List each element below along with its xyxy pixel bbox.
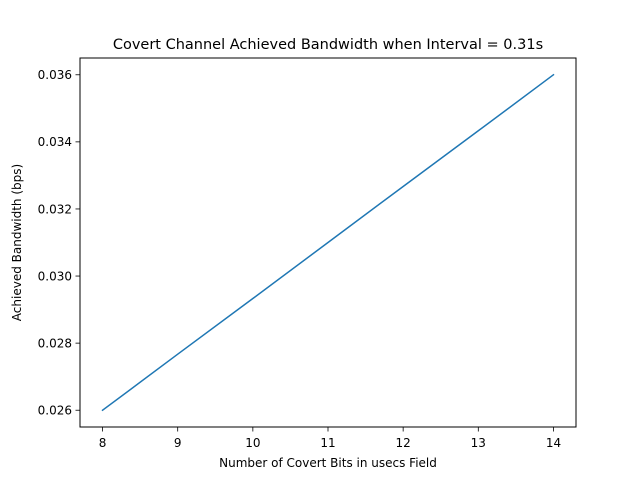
- y-tick-label: 0.028: [38, 336, 72, 350]
- x-axis-label: Number of Covert Bits in usecs Field: [219, 456, 437, 470]
- x-tick-label: 12: [396, 436, 411, 450]
- y-tick-label: 0.036: [38, 68, 72, 82]
- y-tick-label: 0.034: [38, 135, 72, 149]
- chart-title: Covert Channel Achieved Bandwidth when I…: [113, 37, 543, 53]
- x-axis-ticks: 8 9 10 11 12 13 14: [99, 427, 561, 450]
- x-tick-label: 11: [320, 436, 335, 450]
- y-axis-ticks: 0.026 0.028 0.030 0.032 0.034 0.036: [38, 68, 80, 418]
- series-line-0: [101, 73, 555, 412]
- x-tick-label: 8: [99, 436, 107, 450]
- x-tick-label: 13: [471, 436, 486, 450]
- y-axis-label: Achieved Bandwidth (bps): [10, 164, 24, 321]
- series-layer: [101, 73, 555, 412]
- y-tick-label: 0.032: [38, 202, 72, 216]
- x-tick-label: 14: [546, 436, 561, 450]
- x-tick-label: 10: [245, 436, 260, 450]
- y-tick-label: 0.026: [38, 404, 72, 418]
- y-tick-label: 0.030: [38, 269, 72, 283]
- x-tick-label: 9: [174, 436, 182, 450]
